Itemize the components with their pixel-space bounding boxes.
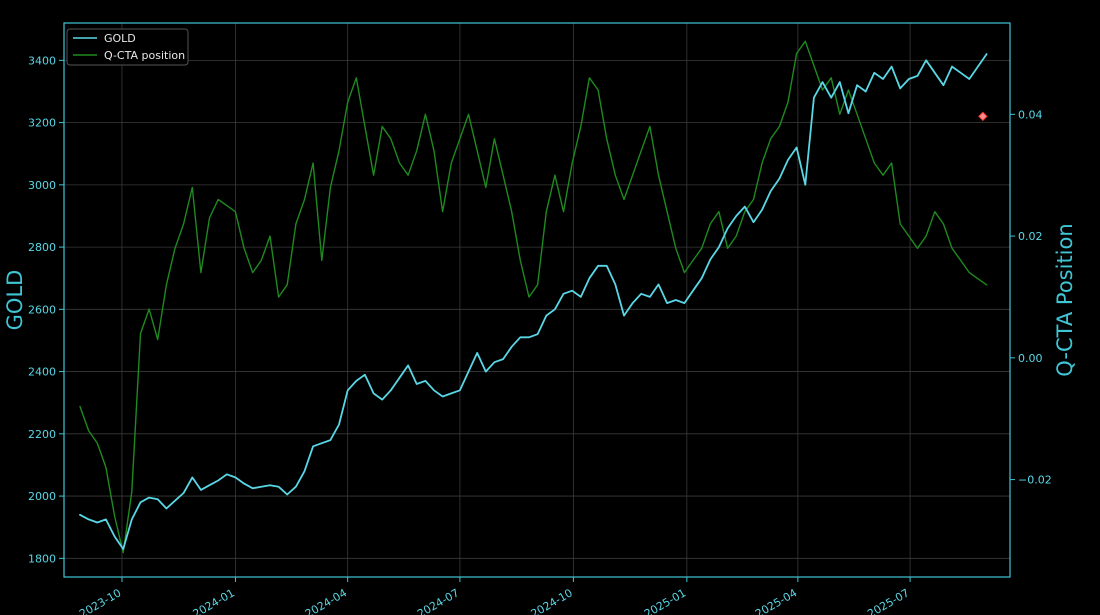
legend-label-gold: GOLD	[104, 32, 136, 45]
y-left-tick-label: 3400	[28, 54, 56, 67]
y-right-tick-label: 0.02	[1018, 230, 1043, 243]
legend-box	[66, 28, 189, 66]
y-left-tick-label: 1800	[28, 552, 56, 565]
legend-label-position: Q-CTA position	[104, 49, 185, 62]
axes-layer	[63, 22, 1011, 578]
series-line-qcta-position	[79, 40, 988, 554]
legend: GOLD Q-CTA position	[66, 28, 189, 66]
y-left-tick-label: 2200	[28, 428, 56, 441]
y-right-tick-label: 0.00	[1018, 352, 1043, 365]
y-left-tick-label: 2600	[28, 303, 56, 316]
y-axis-label-right: Q-CTA Position	[1053, 223, 1077, 376]
series-line-gold	[79, 53, 988, 550]
y-right-tick-label: 0.04	[1018, 108, 1043, 121]
y-left-tick-label: 3200	[28, 117, 56, 130]
y-axis-label-left: GOLD	[3, 270, 27, 331]
series-layer	[79, 40, 988, 554]
y-left-tick-label: 2800	[28, 241, 56, 254]
y-left-tick-label: 2000	[28, 490, 56, 503]
y-left-tick-label: 2400	[28, 366, 56, 379]
signal-marker	[978, 111, 988, 122]
y-right-tick-label: −0.02	[1018, 474, 1052, 487]
plot-frame	[63, 22, 1011, 578]
y-left-tick-label: 3000	[28, 179, 56, 192]
